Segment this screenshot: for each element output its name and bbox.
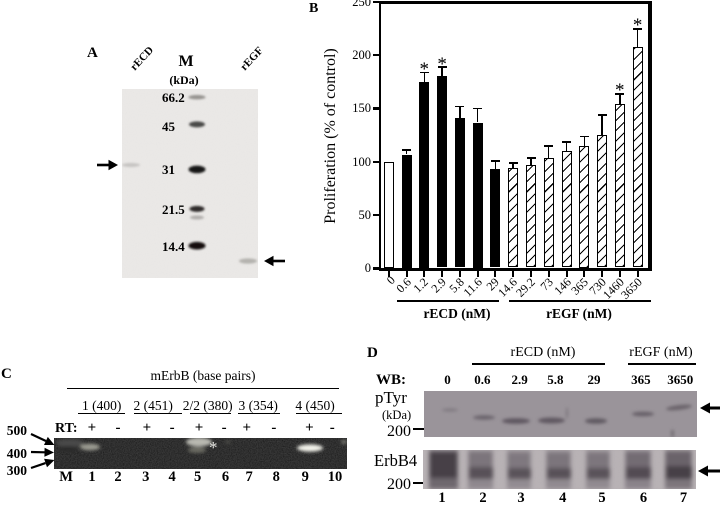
svg-text:*: * (209, 438, 218, 457)
